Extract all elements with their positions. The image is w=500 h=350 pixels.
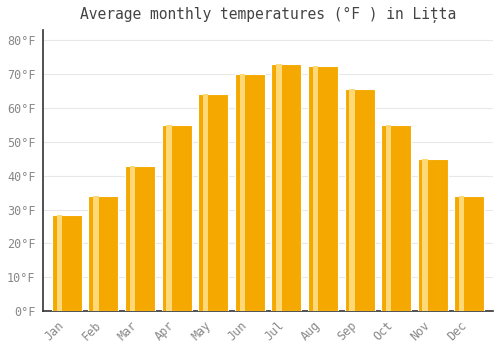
- Bar: [162, 125, 192, 311]
- Bar: [459, 196, 464, 311]
- Bar: [422, 159, 428, 311]
- Bar: [130, 166, 135, 311]
- Bar: [418, 159, 448, 311]
- Bar: [198, 94, 228, 311]
- Bar: [454, 196, 484, 311]
- Bar: [235, 74, 265, 311]
- Bar: [240, 74, 245, 311]
- Bar: [272, 64, 302, 311]
- Bar: [166, 125, 172, 311]
- Bar: [88, 196, 118, 311]
- Bar: [56, 215, 62, 311]
- Bar: [52, 215, 82, 311]
- Bar: [344, 89, 374, 311]
- Bar: [350, 89, 354, 311]
- Bar: [125, 166, 155, 311]
- Bar: [386, 125, 392, 311]
- Bar: [381, 125, 411, 311]
- Bar: [312, 65, 318, 311]
- Bar: [203, 94, 208, 311]
- Bar: [276, 64, 281, 311]
- Bar: [308, 65, 338, 311]
- Title: Average monthly temperatures (°F ) in Lițta: Average monthly temperatures (°F ) in Li…: [80, 7, 456, 23]
- Bar: [93, 196, 98, 311]
